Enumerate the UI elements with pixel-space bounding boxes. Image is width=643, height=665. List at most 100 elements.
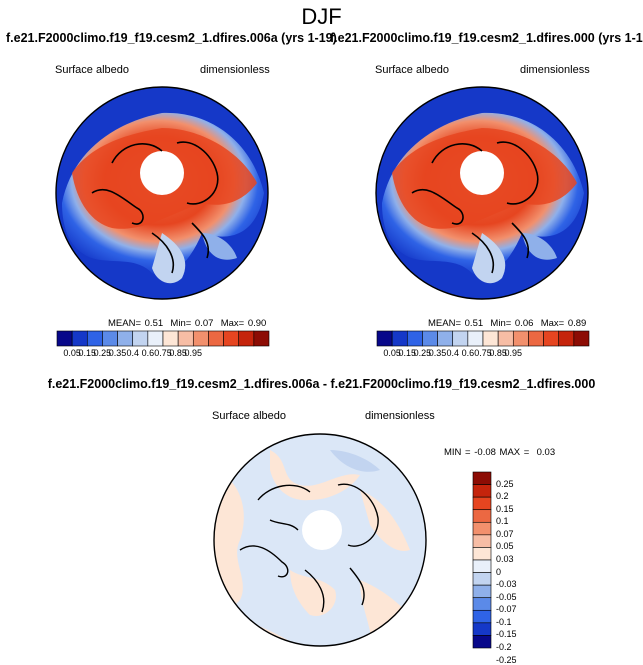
diff-colorbar-box bbox=[472, 572, 492, 586]
right-mean-value: 0.51 bbox=[464, 318, 484, 329]
diff-colorbar-box bbox=[472, 484, 492, 498]
diff-colorbar-tick-label: -0.07 bbox=[496, 604, 517, 615]
diff-colorbar-box bbox=[472, 635, 492, 649]
right-panel-title: f.e21.F2000climo.f19_f19.cesm2_1.dfires.… bbox=[330, 31, 643, 45]
diff-min-value: -0.08 bbox=[474, 447, 496, 458]
left-colorbar-tick-label: 0.6 bbox=[141, 348, 155, 358]
left-mean-value: 0.51 bbox=[144, 318, 164, 329]
right-colorbar-box bbox=[406, 330, 423, 347]
right-max-label: Max= bbox=[540, 318, 565, 329]
diff-colorbar-tick-label: -0.03 bbox=[496, 579, 517, 590]
right-colorbar-box bbox=[422, 330, 438, 347]
right-colorbar-tick-label: 0.05 bbox=[383, 348, 401, 358]
left-colorbar-box bbox=[253, 330, 270, 347]
left-panel-title: f.e21.F2000climo.f19_f19.cesm2_1.dfires.… bbox=[6, 31, 337, 45]
diff-units-label: dimensionless bbox=[365, 410, 435, 422]
right-units-label: dimensionless bbox=[520, 64, 590, 76]
right-colorbar-tick-label: 0.85 bbox=[489, 348, 507, 358]
left-colorbar-box bbox=[117, 330, 134, 347]
left-max-value: 0.90 bbox=[247, 318, 267, 329]
diff-colorbar-box bbox=[472, 597, 492, 611]
diff-colorbar-tick-label: -0.1 bbox=[496, 616, 512, 627]
left-polar-map bbox=[55, 86, 269, 300]
left-min-value: 0.07 bbox=[194, 318, 214, 329]
right-min-value: 0.06 bbox=[514, 318, 534, 329]
diff-colorbar-box bbox=[472, 547, 492, 561]
right-colorbar-box bbox=[482, 330, 499, 347]
diff-colorbar-tick-label: 0.03 bbox=[496, 554, 514, 564]
right-stats: MEAN= 0.51 Min= 0.06 Max= 0.89 bbox=[428, 318, 586, 329]
left-colorbar-box bbox=[177, 330, 194, 347]
left-colorbar-tick-label: 0.95 bbox=[184, 348, 203, 358]
left-colorbar-tick-label: 0.25 bbox=[93, 348, 112, 358]
right-colorbar bbox=[376, 330, 590, 347]
diff-colorbar-tick-label: 0.2 bbox=[496, 491, 509, 502]
left-colorbar-box bbox=[192, 330, 209, 347]
diff-colorbar-box bbox=[472, 496, 492, 511]
diff-colorbar-tick-label: -0.15 bbox=[496, 629, 517, 640]
right-colorbar-tick-label: 0.15 bbox=[398, 348, 417, 358]
left-colorbar-tick-label: 0.85 bbox=[169, 348, 187, 358]
diff-min-label: MIN = bbox=[444, 447, 471, 458]
left-colorbar bbox=[56, 330, 270, 347]
diff-colorbar-box bbox=[472, 521, 492, 536]
right-colorbar-labels: 0.05 0.15 0.25 0.35 0.4 0.6 0.75 0.85 0.95 bbox=[377, 348, 589, 360]
diff-colorbar-tick-label: 0.15 bbox=[496, 503, 514, 514]
left-colorbar-labels: 0.05 0.15 0.25 0.35 0.4 0.6 0.75 0.85 0.95 bbox=[57, 348, 269, 360]
right-colorbar-tick-label: 0.75 bbox=[474, 348, 492, 358]
left-min-label: Min= bbox=[170, 318, 192, 329]
diff-panel-title: f.e21.F2000climo.f19_f19.cesm2_1.dfires.… bbox=[47, 377, 596, 391]
diff-polar-map bbox=[213, 433, 427, 647]
diff-colorbar-tick-label: -0.2 bbox=[496, 642, 512, 652]
left-colorbar-tick-label: 0.15 bbox=[78, 348, 97, 358]
right-colorbar-box bbox=[437, 330, 454, 347]
left-colorbar-box bbox=[208, 330, 224, 347]
left-colorbar-box bbox=[71, 330, 88, 347]
diff-colorbar-tick-label: -0.05 bbox=[496, 591, 517, 602]
diff-colorbar-box bbox=[472, 559, 492, 573]
right-colorbar-box bbox=[391, 330, 408, 347]
right-colorbar-box bbox=[497, 330, 514, 347]
figure-title: DJF bbox=[301, 4, 342, 29]
left-colorbar-box bbox=[86, 330, 103, 347]
right-colorbar-box bbox=[512, 330, 529, 347]
diff-colorbar-tick-label: 0.1 bbox=[496, 516, 509, 527]
right-colorbar-tick-label: 0.25 bbox=[413, 348, 432, 358]
left-colorbar-box bbox=[162, 330, 179, 347]
right-colorbar-tick-label: 0.6 bbox=[461, 348, 475, 358]
left-colorbar-box bbox=[102, 330, 118, 347]
diff-colorbar-box bbox=[472, 534, 492, 548]
left-units-label: dimensionless bbox=[200, 64, 270, 76]
diff-colorbar-box bbox=[472, 609, 492, 624]
right-colorbar-box bbox=[528, 330, 544, 347]
right-colorbar-box bbox=[558, 330, 575, 347]
diff-colorbar-tick-label: 0.05 bbox=[496, 541, 514, 552]
diff-max-label: MAX = bbox=[499, 447, 530, 458]
diff-colorbar-box bbox=[472, 584, 492, 599]
right-colorbar-box bbox=[376, 330, 393, 347]
right-colorbar-box bbox=[573, 330, 590, 347]
left-colorbar-box bbox=[223, 330, 240, 347]
right-colorbar-box bbox=[467, 330, 484, 347]
diff-colorbar-labels: 0.25 0.2 0.15 0.1 0.07 0.05 0.03 0 -0.03 -0.05 -0.… bbox=[496, 472, 536, 665]
diff-stats: MIN = -0.08 MAX = 0.03 bbox=[444, 447, 555, 458]
left-colorbar-tick-label: 0.05 bbox=[63, 348, 81, 358]
left-colorbar-tick-label: 0.35 bbox=[108, 348, 127, 358]
diff-colorbar-tick-label: 0 bbox=[496, 566, 502, 577]
right-mean-label: MEAN= bbox=[428, 318, 461, 329]
diff-colorbar-box bbox=[472, 509, 492, 523]
diff-max-value: 0.03 bbox=[536, 447, 556, 458]
left-stats: MEAN= 0.51 Min= 0.07 Max= 0.90 bbox=[108, 318, 266, 329]
right-polar-map bbox=[375, 86, 589, 300]
right-colorbar-tick-label: 0.95 bbox=[504, 348, 523, 358]
left-colorbar-box bbox=[147, 330, 164, 347]
right-max-value: 0.89 bbox=[567, 318, 587, 329]
left-colorbar-tick-label: 0.75 bbox=[154, 348, 172, 358]
right-variable-label: Surface albedo bbox=[375, 64, 449, 76]
left-colorbar-tick-label: 0.4 bbox=[126, 348, 139, 358]
diff-colorbar-box bbox=[472, 471, 492, 485]
right-colorbar-box bbox=[543, 330, 560, 347]
left-max-label: Max= bbox=[220, 318, 245, 329]
right-colorbar-tick-label: 0.35 bbox=[428, 348, 447, 358]
diff-colorbar bbox=[472, 471, 492, 649]
